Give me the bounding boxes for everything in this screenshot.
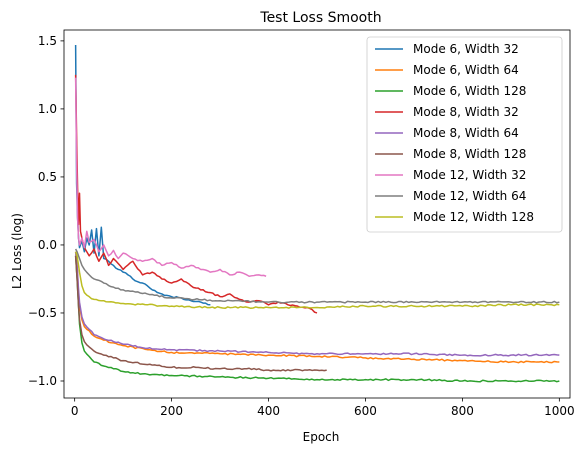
plot-area <box>74 44 560 383</box>
series-group <box>74 44 560 383</box>
plot-frame <box>63 29 571 399</box>
legend-entry: Mode 12, Width 64 <box>375 189 526 203</box>
series-line-2 <box>74 251 560 364</box>
y-tick-label: 1.0 <box>38 102 57 116</box>
y-tick-label: 1.5 <box>38 34 57 48</box>
legend-label: Mode 6, Width 64 <box>413 63 519 77</box>
legend-label: Mode 6, Width 32 <box>413 42 519 56</box>
legend-entry: Mode 12, Width 32 <box>375 168 526 182</box>
legend-entry: Mode 8, Width 128 <box>375 147 526 161</box>
x-tick-label: 1000 <box>544 404 575 418</box>
legend-entry: Mode 8, Width 32 <box>375 105 519 119</box>
legend-label: Mode 8, Width 32 <box>413 105 519 119</box>
series-line-8 <box>74 248 560 304</box>
legend-label: Mode 6, Width 128 <box>413 84 526 98</box>
x-tick-label: 0 <box>71 404 79 418</box>
x-tick-label: 200 <box>160 404 183 418</box>
series-line-9 <box>74 251 560 310</box>
series-line-4 <box>74 74 318 314</box>
legend-label: Mode 12, Width 32 <box>413 168 526 182</box>
y-tick-label: 0.0 <box>38 238 57 252</box>
x-tick-label: 800 <box>451 404 474 418</box>
chart-title: Test Loss Smooth <box>259 10 381 26</box>
y-tick-label: −1.0 <box>28 374 57 388</box>
legend-label: Mode 12, Width 128 <box>413 210 534 224</box>
legend-entry: Mode 6, Width 32 <box>375 42 519 56</box>
legend-entry: Mode 12, Width 128 <box>375 210 534 224</box>
legend-entry: Mode 8, Width 64 <box>375 126 519 140</box>
legend-label: Mode 8, Width 128 <box>413 147 526 161</box>
series-line-1 <box>74 44 211 306</box>
x-tick-label: 400 <box>257 404 280 418</box>
series-line-3 <box>74 255 560 383</box>
series-line-6 <box>74 255 327 372</box>
x-axis-label: Epoch <box>303 430 340 444</box>
legend: Mode 6, Width 32 Mode 6, Width 64 Mode 6, … <box>366 36 563 233</box>
legend-entry: Mode 6, Width 64 <box>375 63 519 77</box>
legend-entry: Mode 6, Width 128 <box>375 84 526 98</box>
legend-label: Mode 8, Width 64 <box>413 126 519 140</box>
y-axis-label: L2 Loss (log) <box>10 213 24 289</box>
x-tick-label: 600 <box>354 404 377 418</box>
legend-box <box>366 36 563 233</box>
y-tick-label: −0.5 <box>28 306 57 320</box>
y-tick-label: 0.5 <box>38 170 57 184</box>
series-line-7 <box>74 77 267 277</box>
legend-label: Mode 12, Width 64 <box>413 189 526 203</box>
axes: 0 200 400 600 800 1000 −1.0 −0.5 0.0 0.5 1.0 1.5 <box>28 29 575 418</box>
series-line-5 <box>74 251 560 357</box>
